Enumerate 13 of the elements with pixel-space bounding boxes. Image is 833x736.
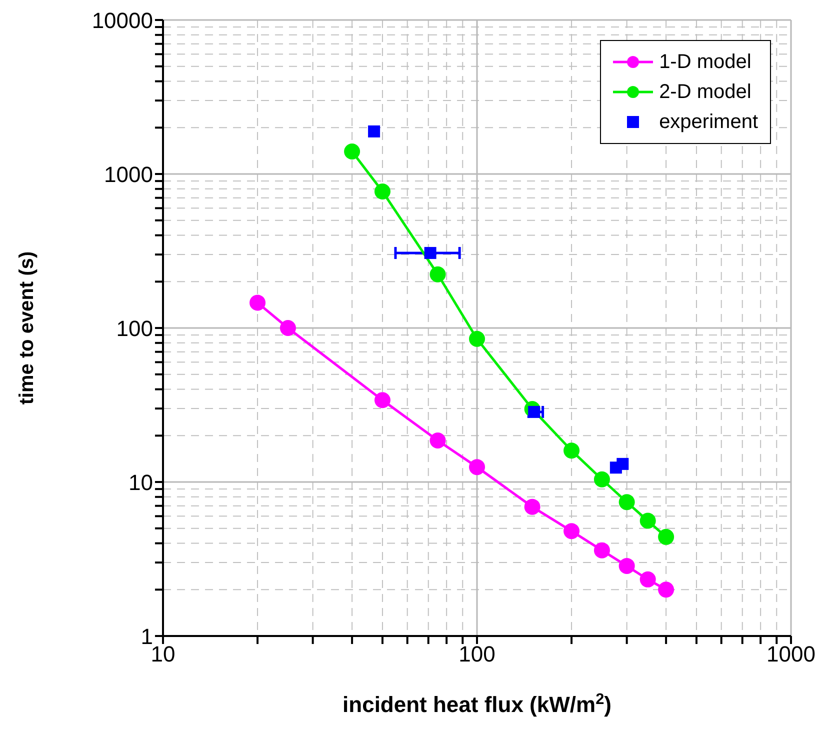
y-tick-label: 1000 [104, 162, 153, 187]
y-tick-label: 10 [128, 470, 153, 495]
x-tick-label: 100 [458, 642, 496, 667]
legend-label: 1-D model [659, 50, 752, 75]
legend-label: 2-D model [659, 80, 752, 105]
y-tick-label: 10000 [92, 8, 153, 33]
y-axis-title: time to event (s) [16, 251, 38, 405]
legend-label: experiment [659, 110, 758, 135]
y-tick-label: 1 [140, 624, 153, 649]
x-axis-title: incident heat flux (kW/m$^{2}$) [342, 690, 612, 717]
y-tick-label: 100 [116, 316, 153, 341]
x-tick-label: 1000 [766, 642, 816, 667]
x-tick-label: 10 [150, 642, 176, 667]
